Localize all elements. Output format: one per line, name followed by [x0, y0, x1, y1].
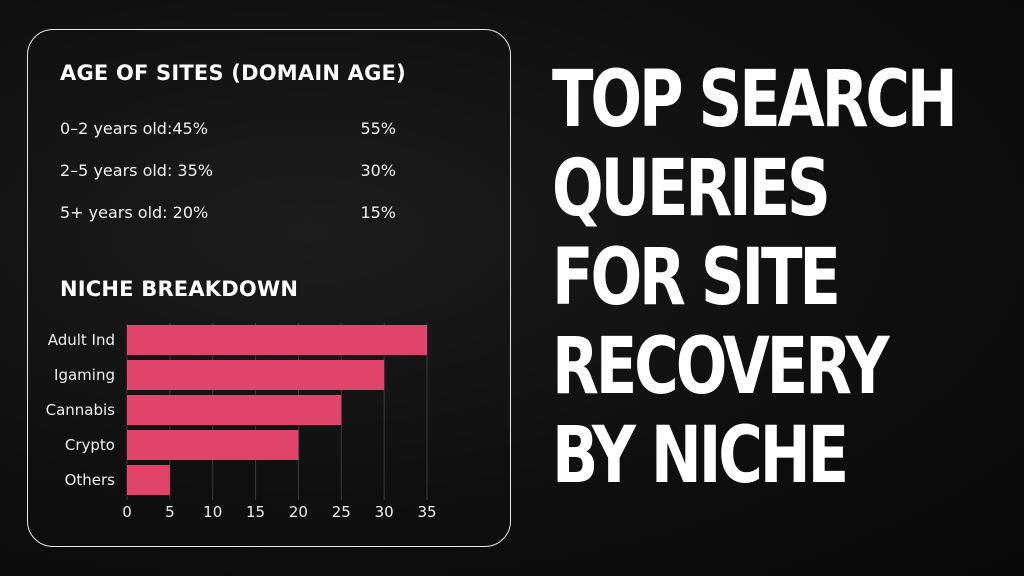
- x-tick-label: 30: [375, 503, 394, 521]
- x-tick-label: 10: [203, 503, 222, 521]
- age-row-value: 55%: [360, 119, 396, 138]
- category-label: Adult Ind: [48, 331, 115, 349]
- bar-igaming: [127, 360, 385, 390]
- bar-others: [127, 465, 170, 495]
- age-row-value: 30%: [360, 161, 396, 180]
- age-row-label: 2–5 years old: 35%: [60, 161, 213, 180]
- headline: TOP SEARCH QUERIES FOR SITE RECOVERY BY …: [552, 55, 958, 501]
- category-label: Others: [65, 471, 116, 489]
- category-label: Igaming: [54, 366, 115, 384]
- age-section-title: AGE OF SITES (DOMAIN AGE): [60, 61, 406, 85]
- category-label: Cannabis: [46, 401, 116, 419]
- niche-section-title: NICHE BREAKDOWN: [60, 277, 299, 301]
- bar-crypto: [127, 430, 299, 460]
- bar-cannabis: [127, 395, 342, 425]
- age-row: 5+ years old: 20% 15%: [60, 203, 396, 225]
- age-row: 0–2 years old:45% 55%: [60, 119, 396, 141]
- age-row-value: 15%: [360, 203, 396, 222]
- stats-card: [27, 29, 511, 547]
- x-tick-label: 25: [332, 503, 351, 521]
- x-tick-label: 15: [246, 503, 265, 521]
- x-tick-label: 0: [122, 503, 132, 521]
- age-row-label: 0–2 years old:45%: [60, 119, 208, 138]
- x-tick-label: 5: [165, 503, 175, 521]
- age-row-label: 5+ years old: 20%: [60, 203, 209, 222]
- x-tick-label: 35: [417, 503, 436, 521]
- age-row: 2–5 years old: 35% 30%: [60, 161, 396, 183]
- x-tick-label: 20: [289, 503, 308, 521]
- bar-adult-ind: [127, 325, 427, 355]
- category-label: Crypto: [65, 436, 115, 454]
